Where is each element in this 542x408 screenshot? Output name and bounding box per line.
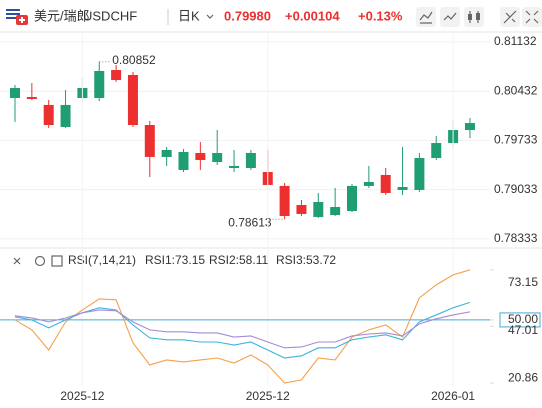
tool-button[interactable] <box>464 7 484 27</box>
legend-entry: RSI3:53.72 <box>276 253 336 267</box>
candle-body <box>330 206 341 216</box>
period-dropdown[interactable] <box>206 14 214 19</box>
y-tick-label: 47.01 <box>508 323 538 337</box>
candle-body <box>10 88 20 98</box>
candle-body <box>313 201 324 217</box>
candle-body <box>245 153 256 169</box>
change-pct: +0.13% <box>358 8 403 23</box>
candle-body <box>60 104 71 127</box>
change: +0.00104 <box>285 8 340 23</box>
y-tick-label: 0.79733 <box>494 133 538 147</box>
candle-body <box>161 149 172 157</box>
tool-button[interactable] <box>522 7 542 27</box>
y-tick-label: 0.80432 <box>494 83 538 97</box>
x-tick-label: 2025-12 <box>60 389 104 403</box>
indicator-button[interactable] <box>51 255 63 267</box>
candle-body <box>94 70 105 98</box>
high-annotation: 0.80852 <box>112 53 156 67</box>
toolbar <box>416 7 542 27</box>
candle-body <box>178 151 189 170</box>
period[interactable]: 日K <box>178 8 200 23</box>
x-tick-label: 2025-12 <box>246 389 290 403</box>
candle-body <box>380 174 391 193</box>
legend-entry: RSI1:73.15 <box>145 253 205 267</box>
candle-body <box>397 186 408 190</box>
y-tick-box <box>499 312 541 328</box>
candle-body <box>279 185 290 216</box>
pair-name: 美元/瑞郎 <box>34 8 90 23</box>
y-tick-label: 73.15 <box>508 275 538 289</box>
candle-body <box>43 104 54 126</box>
candle-body <box>212 153 223 162</box>
candle-body <box>296 205 307 214</box>
candle-body <box>229 165 240 169</box>
rsi-line <box>14 269 471 384</box>
flag <box>6 9 28 25</box>
tool-button[interactable] <box>440 7 460 27</box>
candle-body <box>414 158 425 190</box>
symbol: USDCHF <box>83 8 137 23</box>
y-tick-label: 50.00 <box>508 312 538 326</box>
y-tick-label: 0.78333 <box>494 231 538 245</box>
candle-body <box>431 143 442 159</box>
candle-body <box>111 69 122 80</box>
rsi-line <box>14 301 471 359</box>
rsi-line <box>14 309 471 349</box>
candle-body <box>195 153 206 160</box>
low-annotation: 0.78613 <box>228 215 272 229</box>
candle-body <box>26 97 37 99</box>
candle-body <box>144 125 155 157</box>
y-tick-label: 0.81132 <box>494 34 537 48</box>
y-tick-label: 20.86 <box>508 371 538 385</box>
rsi-tools <box>13 255 63 267</box>
candle-body <box>363 182 374 186</box>
collapse-button[interactable] <box>13 257 21 265</box>
candle-body <box>127 74 138 126</box>
candle-body <box>347 185 357 211</box>
x-tick-label: 2026-01 <box>431 389 475 403</box>
legend-entry: RSI2:58.11 <box>209 253 268 267</box>
price: 0.79980 <box>224 8 271 23</box>
candle-body <box>464 123 475 131</box>
indicator-title: RSI(7,14,21) <box>68 253 136 267</box>
settings-button[interactable] <box>34 255 46 267</box>
y-tick-label: 0.79033 <box>494 182 538 196</box>
